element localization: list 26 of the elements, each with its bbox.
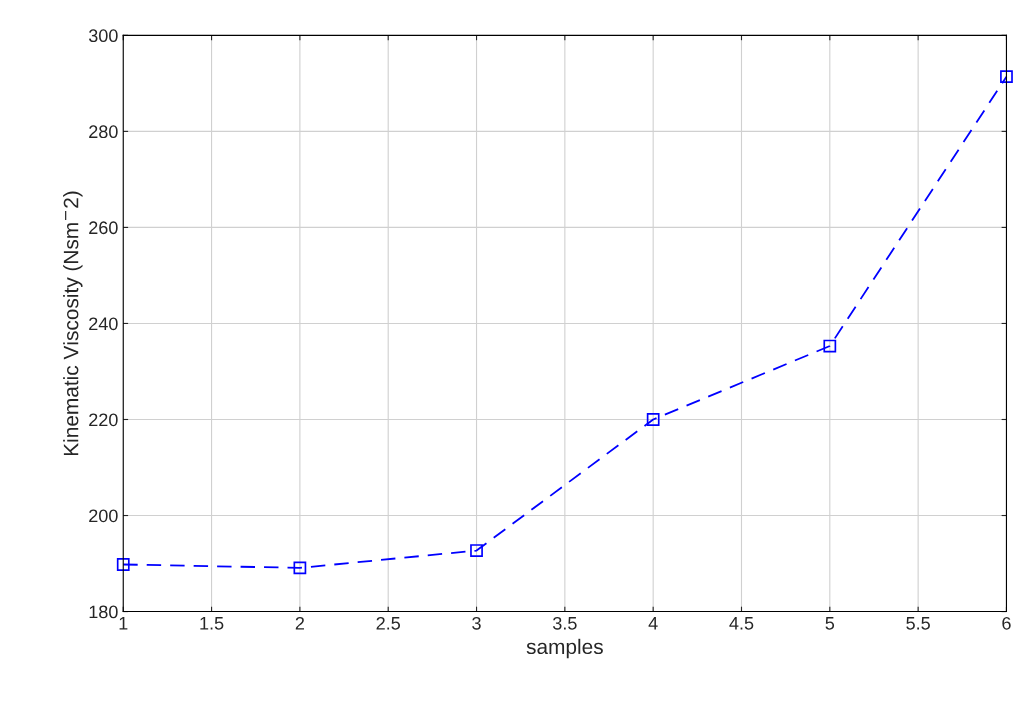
x-tick-label: 6 — [1002, 616, 1011, 630]
point — [293, 561, 307, 575]
x-tick-label: 4.5 — [729, 617, 754, 630]
x-tick-label: 5 — [825, 617, 835, 630]
y-tick-label: 180 — [89, 605, 118, 619]
x-tick-label: 1 — [119, 617, 128, 630]
point — [470, 544, 483, 557]
y-axis-title: Kinematic Viscosity (Nsm$^{−}$2) — [63, 191, 83, 456]
x-tick-label: 2.5 — [376, 616, 400, 630]
y-tick-label: 220 — [89, 413, 118, 427]
y-tick-label: 260 — [89, 221, 118, 235]
y-tick-label: 240 — [89, 317, 118, 331]
x-tick-label: 4 — [648, 617, 658, 630]
point — [646, 413, 660, 426]
x-tick-label: 3.5 — [552, 616, 577, 630]
point — [823, 339, 837, 353]
x-tick-label: 3 — [472, 616, 481, 630]
x-tick-label: 2 — [295, 616, 304, 630]
y-tick-label: 280 — [89, 125, 118, 139]
x-axis-title: samples — [526, 638, 603, 659]
y-tick-label: 200 — [89, 509, 118, 523]
x-tick-label: 1.5 — [200, 617, 224, 630]
x-tick-label: 5.5 — [906, 617, 930, 630]
point — [1000, 70, 1013, 84]
y-tick-label: 300 — [88, 29, 118, 43]
point — [116, 558, 130, 571]
